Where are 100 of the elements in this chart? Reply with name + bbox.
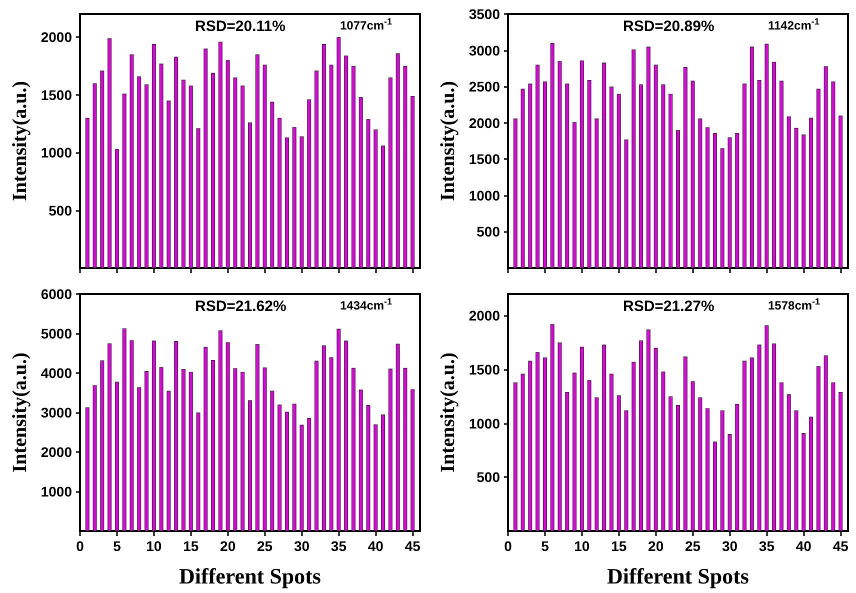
bar [728, 434, 732, 531]
bar [159, 64, 164, 268]
y-tick-label: 5000 [40, 326, 72, 342]
y-tick-label: 1500 [468, 361, 500, 378]
bar [270, 390, 274, 531]
bar [122, 94, 126, 268]
bar [181, 369, 186, 531]
bar [772, 344, 776, 531]
x-tick-label: 30 [722, 538, 738, 554]
bar [683, 66, 688, 268]
bar [661, 84, 666, 268]
x-tick-label: 20 [220, 538, 236, 554]
y-tick-label: 1000 [40, 144, 72, 161]
bar [144, 371, 149, 531]
bar [152, 44, 156, 268]
bar [255, 344, 260, 531]
x-tick-label: 35 [330, 538, 347, 554]
bar [654, 348, 658, 531]
bar [558, 342, 562, 531]
bar [654, 64, 658, 268]
bar [255, 54, 260, 268]
bar [513, 118, 518, 268]
bar [779, 382, 784, 531]
bar [108, 38, 112, 268]
bar [624, 410, 628, 531]
bar [85, 118, 90, 268]
bar [122, 328, 126, 531]
x-tick-label: 5 [113, 538, 122, 554]
bar [284, 138, 289, 268]
bar [211, 360, 216, 531]
bar [196, 412, 200, 531]
bar [809, 416, 814, 531]
bar [735, 404, 740, 531]
bar [550, 324, 554, 531]
bar [403, 368, 408, 531]
bar [824, 355, 828, 531]
bar [292, 404, 296, 531]
y-tick-label: 2000 [40, 444, 72, 460]
bar [587, 80, 592, 268]
bar [646, 46, 650, 268]
bar [838, 116, 843, 268]
bar [114, 382, 119, 531]
bar [632, 362, 636, 531]
y-tick-label: 2000 [468, 114, 500, 131]
y-tick-label: 2500 [468, 78, 500, 95]
y-tick-label: 1000 [40, 484, 72, 500]
bar [196, 128, 200, 268]
bar [188, 372, 193, 531]
bar [92, 385, 97, 531]
bar [336, 37, 341, 268]
bar [248, 400, 252, 531]
bar [764, 44, 769, 268]
bar [572, 122, 577, 268]
bar [240, 372, 245, 531]
x-tick-label: 10 [146, 538, 162, 554]
annotation: RSD=20.11% [195, 18, 286, 35]
bar [550, 43, 554, 268]
bar [388, 368, 392, 531]
bar [520, 374, 525, 531]
bar [757, 344, 762, 531]
bar [587, 380, 592, 531]
bar [329, 64, 334, 268]
bar [396, 344, 400, 531]
bar [262, 64, 267, 268]
bar [358, 390, 363, 531]
bar [536, 352, 540, 531]
bar [204, 48, 208, 268]
bar [676, 404, 680, 531]
bar [233, 78, 238, 268]
bar [520, 88, 525, 268]
bar [609, 86, 614, 268]
bar [794, 410, 798, 531]
bar [668, 94, 673, 268]
bar [300, 136, 304, 268]
bar [565, 84, 570, 268]
bar [226, 342, 230, 531]
bar [757, 80, 762, 268]
bar [130, 340, 134, 531]
bar [307, 418, 312, 531]
bar [742, 84, 747, 268]
bar [572, 372, 577, 531]
bar [314, 70, 319, 268]
bar [240, 86, 245, 268]
x-axis-title: Different Spots [607, 564, 750, 588]
bar [528, 84, 532, 268]
bar [114, 149, 119, 268]
bar [300, 424, 304, 531]
bar [166, 390, 171, 531]
y-tick-label: 4000 [40, 365, 72, 381]
bar [344, 340, 348, 531]
bar [204, 346, 208, 531]
bar [580, 346, 584, 531]
y-tick-label: 3000 [40, 404, 72, 420]
bar [381, 146, 386, 268]
bar [690, 381, 695, 531]
bar [706, 127, 710, 268]
y-tick-label: 1500 [40, 86, 72, 103]
x-tick-label: 20 [648, 538, 664, 554]
bar [336, 328, 341, 531]
bar [698, 397, 702, 531]
